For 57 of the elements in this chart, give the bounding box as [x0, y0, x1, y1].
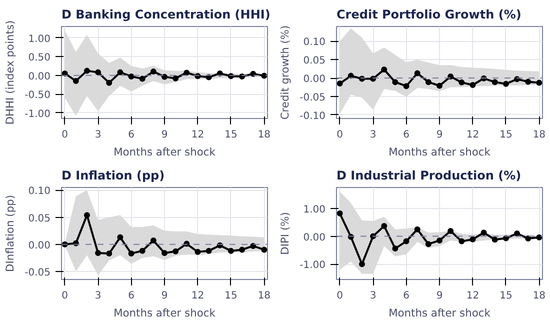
x-axis-title: Months after shock [388, 306, 492, 320]
y-tick-label: 0.00 [28, 240, 50, 252]
x-tick-label: 6 [128, 130, 134, 140]
chart-title: D Inflation (pp) [62, 168, 165, 182]
y-tick-label: 0.00 [28, 71, 50, 82]
x-tick-label: 12 [191, 130, 204, 140]
chart-title: D Industrial Production (%) [336, 168, 522, 182]
y-tick-label: 0.05 [28, 213, 50, 224]
x-tick-label: 18 [258, 290, 271, 302]
y-tick-label: 1.00 [303, 204, 326, 216]
x-tick-label: 3 [94, 290, 102, 302]
x-tick-label: 6 [403, 130, 410, 140]
y-tick-label: -0.10 [300, 110, 326, 122]
x-tick-label: 6 [128, 290, 134, 302]
x-tick-label: 12 [191, 290, 204, 302]
chart-title: D Banking Concentration (HHI) [62, 8, 270, 22]
x-tick-label: 18 [532, 130, 546, 140]
x-tick-label: 0 [62, 130, 68, 140]
y-axis-title: Credit growth (%) [278, 25, 292, 120]
x-tick-label: 3 [370, 290, 376, 302]
y-tick-label: 0.10 [303, 37, 326, 48]
y-tick-label: -0.50 [24, 90, 50, 102]
y-tick-label: 0.00 [303, 232, 326, 244]
x-tick-label: 12 [466, 290, 480, 302]
y-tick-label: -0.05 [24, 267, 50, 278]
x-tick-label: 12 [466, 130, 480, 140]
x-tick-label: 15 [500, 290, 512, 302]
x-tick-label: 0 [336, 130, 344, 140]
y-axis-title: DInflation (pp) [4, 194, 17, 272]
x-tick-label: 9 [436, 130, 443, 140]
y-axis-title: DIPI (%) [278, 212, 292, 255]
y-tick-label: -0.05 [300, 92, 326, 104]
chart-title: Credit Portfolio Growth (%) [336, 8, 522, 22]
x-tick-label: 9 [161, 290, 168, 302]
x-tick-label: 9 [161, 130, 168, 140]
x-tick-label: 18 [258, 130, 271, 140]
x-tick-label: 15 [224, 130, 238, 140]
y-axis-title: DHHI (index points) [4, 20, 17, 125]
y-tick-label: 0.10 [28, 186, 50, 198]
x-tick-label: 6 [403, 290, 410, 302]
x-tick-label: 15 [500, 130, 512, 140]
x-axis-title: Months after shock [114, 146, 216, 158]
x-axis-title: Months after shock [114, 306, 216, 320]
x-tick-label: 15 [224, 290, 238, 302]
y-tick-label: 0.00 [303, 74, 326, 86]
y-tick-label: -1.00 [24, 108, 50, 120]
y-tick-label: -1.00 [300, 260, 326, 272]
y-tick-label: 1.00 [28, 34, 50, 45]
x-tick-label: 9 [436, 290, 443, 302]
x-tick-label: 18 [532, 290, 546, 302]
x-tick-label: 3 [94, 130, 102, 140]
x-axis-title: Months after shock [388, 146, 492, 158]
x-tick-label: 0 [336, 290, 344, 302]
x-tick-label: 3 [370, 130, 376, 140]
y-tick-label: 0.50 [28, 52, 50, 64]
y-tick-label: 0.05 [303, 56, 326, 67]
x-tick-label: 0 [62, 290, 68, 302]
